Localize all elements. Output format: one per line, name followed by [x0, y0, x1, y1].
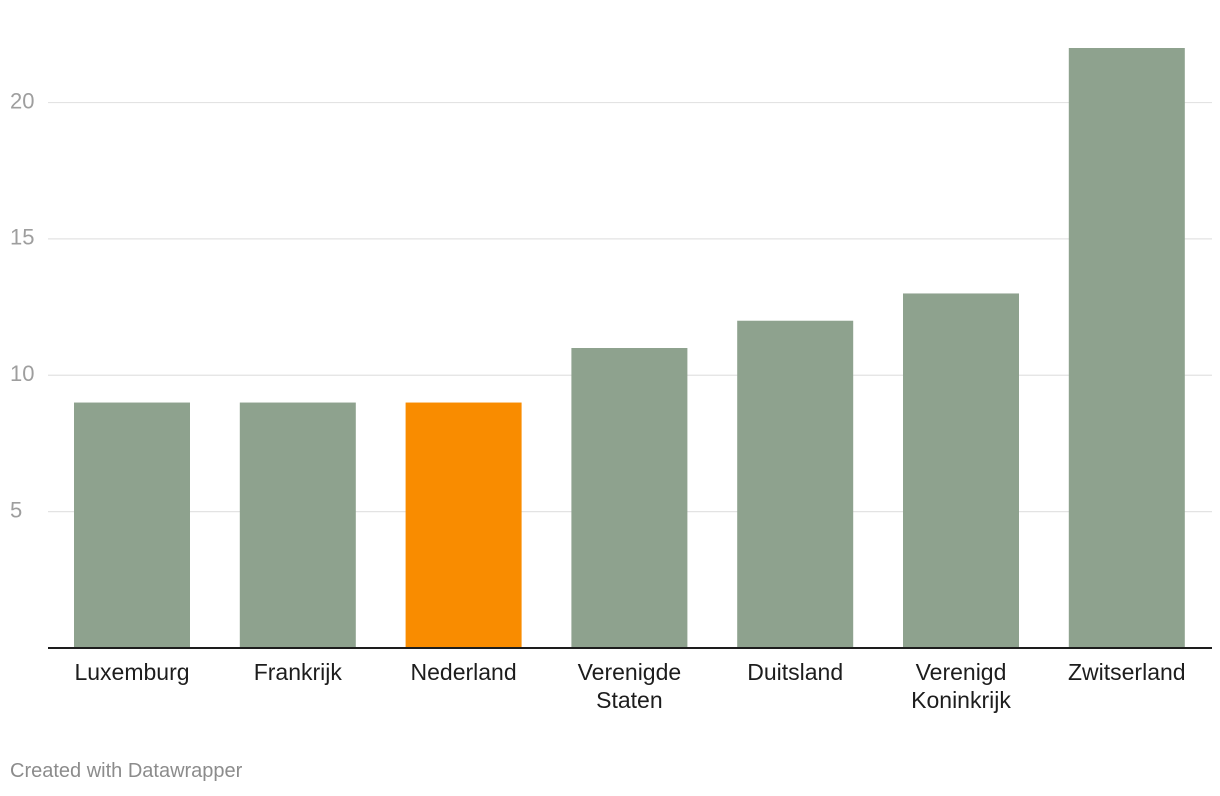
x-tick-label: Nederland: [411, 659, 517, 685]
y-tick-label: 15: [10, 225, 34, 250]
bar: [74, 402, 190, 648]
bar: [737, 320, 854, 648]
x-tick-label: Luxemburg: [74, 659, 189, 685]
bar: [903, 293, 1019, 648]
bar: [571, 348, 688, 648]
bar: [405, 402, 522, 648]
x-tick-label: Duitsland: [747, 659, 843, 685]
bar: [239, 402, 356, 648]
x-tick-label: Verenigd Koninkrijk: [911, 659, 1011, 713]
x-tick-label: Verenigde Staten: [578, 659, 682, 713]
x-tick-label: Frankrijk: [254, 659, 343, 685]
y-tick-label: 10: [10, 361, 34, 386]
bars: [74, 48, 1185, 648]
y-tick-label: 5: [10, 497, 22, 522]
datawrapper-credit: Created with Datawrapper: [10, 760, 243, 782]
category-labels: Luxemburg Frankrijk Nederland Verenigde Stat…: [74, 659, 1185, 713]
bar: [1068, 48, 1185, 648]
y-tick-label: 20: [10, 88, 34, 113]
x-tick-label: Zwitserland: [1068, 659, 1186, 685]
